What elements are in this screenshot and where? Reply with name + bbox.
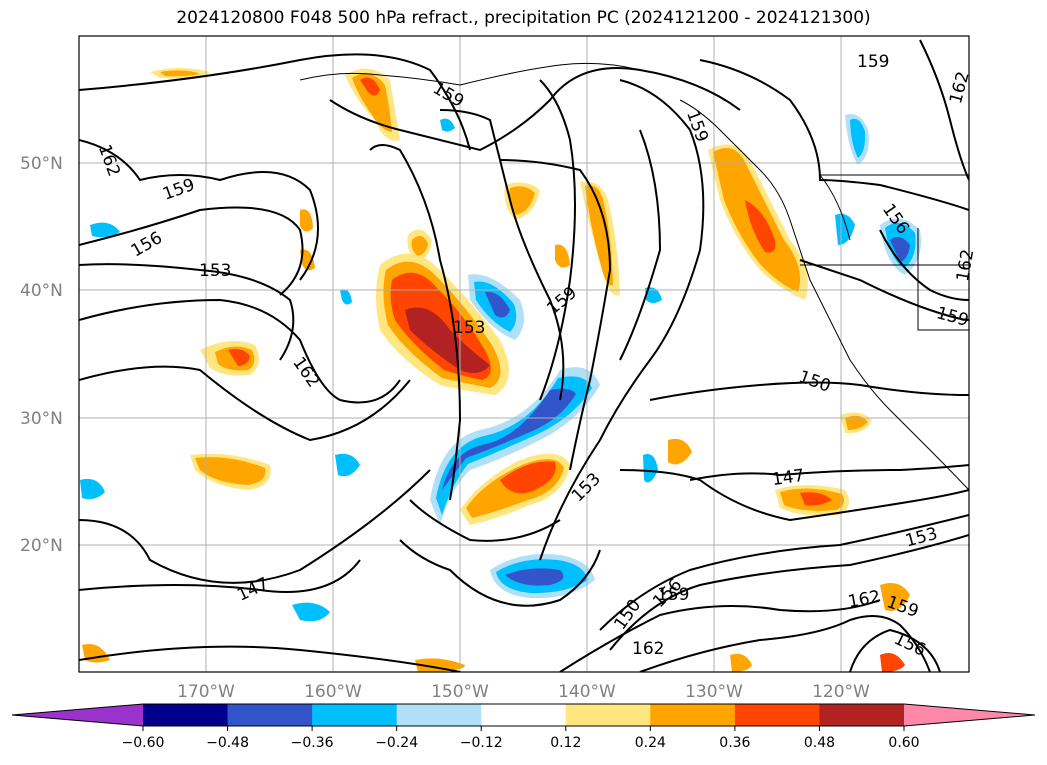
contour-label: 153 (453, 318, 485, 338)
colorbar-label: 0.12 (550, 735, 581, 751)
lat-label-50n: 50°N (20, 154, 63, 174)
lon-label-130w: 130°W (685, 682, 743, 702)
colorbar-extend-high (904, 704, 1035, 726)
colorbar-segment (312, 704, 398, 726)
map-border (78, 35, 970, 673)
precip-anomaly-fill (80, 68, 921, 672)
colorbar-segment (819, 704, 905, 726)
graticule (79, 36, 969, 672)
latitude-labels: 50°N 40°N 30°N 20°N (20, 154, 63, 556)
colorbar-segment (143, 704, 229, 726)
colorbar-label: 0.24 (635, 735, 666, 751)
longitude-labels: 170°W 160°W 150°W 140°W 130°W 120°W (177, 682, 870, 702)
lon-label-140w: 140°W (558, 682, 616, 702)
contour-label: 162 (953, 248, 978, 283)
colorbar-label: 0.60 (888, 735, 919, 751)
lat-label-40n: 40°N (20, 281, 63, 301)
colorbar-label: 0.36 (719, 735, 750, 751)
contour-label: 162 (632, 639, 664, 659)
colorbar-segment (481, 704, 567, 726)
colorbar-segment (396, 704, 482, 726)
colorbar-label: −0.36 (291, 735, 334, 751)
lon-label-150w: 150°W (431, 682, 489, 702)
contour-label: 153 (199, 261, 231, 281)
coastlines (299, 62, 969, 491)
colorbar-segment (565, 704, 651, 726)
colorbar-label: −0.60 (122, 735, 165, 751)
height-contours (79, 39, 969, 672)
colorbar-segment (227, 704, 313, 726)
map-panel (79, 36, 969, 672)
colorbar-segment (734, 704, 820, 726)
colorbar-label: −0.12 (460, 735, 503, 751)
map-title: 2024120800 F048 500 hPa refract., precip… (176, 8, 871, 28)
lon-label-120w: 120°W (812, 682, 870, 702)
contour-label: 159 (857, 52, 889, 72)
contour-label: 159 (657, 585, 689, 605)
lon-label-170w: 170°W (177, 682, 235, 702)
lat-label-30n: 30°N (20, 409, 63, 429)
colorbar-label: −0.48 (206, 735, 249, 751)
colorbar-extend-low (12, 704, 143, 726)
colorbar-label: 0.48 (804, 735, 835, 751)
lat-label-20n: 20°N (20, 536, 63, 556)
lon-label-160w: 160°W (304, 682, 362, 702)
colorbar-label: −0.24 (375, 735, 418, 751)
colorbar-segment (650, 704, 736, 726)
colorbar: −0.60 −0.48 −0.36 −0.24 −0.12 0.12 0.24 0.36 0.4… (11, 703, 1036, 751)
contour-label: 147 (771, 466, 806, 490)
